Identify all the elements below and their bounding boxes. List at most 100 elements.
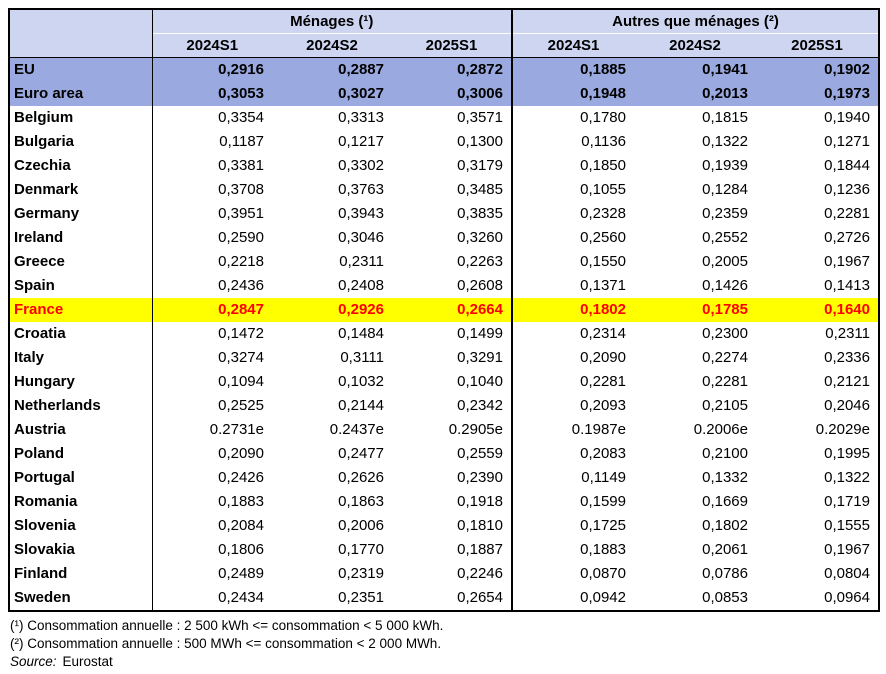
value-cell: 0,1413 [824, 277, 870, 294]
table-row: Bulgaria 0,1187 0,1217 0,1300 0,1136 0,1322 0,… [9, 130, 879, 154]
value-cell: 0,2359 [702, 205, 748, 222]
group-header-row: Ménages (¹) Autres que ménages (²) [9, 9, 879, 58]
country-cell: Finland [9, 562, 153, 586]
value-cell: 0,0804 [824, 565, 870, 582]
value-cell: 0,2328 [511, 202, 634, 226]
table-row: Germany 0,3951 0,3943 0,3835 0,2328 0,2359 0,2… [9, 202, 879, 226]
value-cell: 0,1780 [511, 106, 634, 130]
value-cell: 0,2872 [392, 57, 512, 82]
country-cell: Croatia [9, 322, 153, 346]
value-cell: 0,3179 [457, 157, 503, 174]
value-cell: 0,1032 [338, 373, 384, 390]
source-value: Eurostat [62, 654, 113, 669]
value-cell: 0,2093 [511, 394, 634, 418]
column-header-menages-2025s1: 2025S1 [392, 33, 512, 58]
table-row: Slovenia 0,2084 0,2006 0,1810 0,1725 0,1802 0,… [9, 514, 879, 538]
value-cell: 0,1883 [511, 538, 634, 562]
value-cell: 0,1902 [756, 57, 879, 82]
value-cell: 0,2559 [457, 445, 503, 462]
table-row: Austria 0.2731e 0.2437e 0.2905e 0.1987e 0.200… [9, 418, 879, 442]
value-cell: 0,1236 [824, 181, 870, 198]
value-cell: 0,0786 [702, 565, 748, 582]
value-cell: 0,1332 [702, 469, 748, 486]
value-cell: 0,2144 [338, 397, 384, 414]
value-cell: 0,3951 [218, 205, 264, 222]
value-cell: 0,1918 [457, 493, 503, 510]
value-cell: 0,1973 [756, 82, 879, 106]
value-cell: 0,1844 [824, 157, 870, 174]
value-cell: 0,2061 [702, 541, 748, 558]
value-cell: 0,1472 [218, 325, 264, 342]
table-row: Euro area 0,3053 0,3027 0,3006 0,1948 0,2013 0… [9, 82, 879, 106]
table-row: Finland 0,2489 0,2319 0,2246 0,0870 0,0786 0,0… [9, 562, 879, 586]
value-cell: 0.2905e [448, 421, 503, 438]
table-row: Romania 0,1883 0,1863 0,1918 0,1599 0,1669 0,1… [9, 490, 879, 514]
country-cell: EU [9, 57, 153, 82]
value-cell: 0,3763 [338, 181, 384, 198]
table-row: Spain 0,2436 0,2408 0,2608 0,1371 0,1426 0,141… [9, 274, 879, 298]
value-cell: 0,2664 [392, 298, 512, 322]
value-cell: 0,1271 [824, 133, 870, 150]
value-cell: 0,3260 [457, 229, 503, 246]
table-row: Denmark 0,3708 0,3763 0,3485 0,1055 0,1284 0,1… [9, 178, 879, 202]
value-cell: 0,3708 [218, 181, 264, 198]
country-cell: Ireland [9, 226, 153, 250]
value-cell: 0,1810 [457, 517, 503, 534]
value-cell: 0,2608 [457, 277, 503, 294]
value-cell: 0,2046 [824, 397, 870, 414]
value-cell: 0,3313 [338, 109, 384, 126]
value-cell: 0,1040 [457, 373, 503, 390]
value-cell: 0,1300 [457, 133, 503, 150]
column-header-autres-2024s2: 2024S2 [634, 33, 756, 58]
value-cell: 0,2105 [702, 397, 748, 414]
source-label: Source: [10, 654, 57, 669]
value-cell: 0,2525 [218, 397, 264, 414]
value-cell: 0,2477 [338, 445, 384, 462]
value-cell: 0,1550 [511, 250, 634, 274]
country-cell: Belgium [9, 106, 153, 130]
value-cell: 0,2408 [338, 277, 384, 294]
country-cell: Slovakia [9, 538, 153, 562]
value-cell: 0,1802 [702, 517, 748, 534]
value-cell: 0,1136 [511, 130, 634, 154]
value-cell: 0.1987e [511, 418, 634, 442]
country-cell: Poland [9, 442, 153, 466]
value-cell: 0,1883 [218, 493, 264, 510]
value-cell: 0,2281 [511, 370, 634, 394]
value-cell: 0,1094 [218, 373, 264, 390]
corner-cell [9, 9, 153, 58]
value-cell: 0,2281 [824, 205, 870, 222]
country-cell: Romania [9, 490, 153, 514]
value-cell: 0,1948 [511, 82, 634, 106]
period-header-row: 2024S1 2024S2 2025S1 2024S1 2024S2 2025S… [9, 33, 879, 58]
value-cell: 0.2029e [815, 421, 870, 438]
value-cell: 0,1863 [338, 493, 384, 510]
value-cell: 0,2263 [457, 253, 503, 270]
value-cell: 0,1055 [511, 178, 634, 202]
footnote-2: (²) Consommation annuelle : 500 MWh <= c… [10, 636, 442, 651]
source-line: Source: Eurostat [10, 653, 878, 670]
value-cell: 0,2590 [218, 229, 264, 246]
value-cell: 0,2084 [218, 517, 264, 534]
value-cell: 0,2626 [338, 469, 384, 486]
value-cell: 0,1785 [634, 298, 756, 322]
value-cell: 0,2560 [511, 226, 634, 250]
value-cell: 0,1284 [702, 181, 748, 198]
footnotes-block: (¹) Consommation annuelle : 2 500 kWh <=… [8, 612, 878, 670]
value-cell: 0,2426 [218, 469, 264, 486]
value-cell: 0,3006 [392, 82, 512, 106]
value-cell: 0,2100 [702, 445, 748, 462]
value-cell: 0.2437e [329, 421, 384, 438]
table-row: Czechia 0,3381 0,3302 0,3179 0,1850 0,1939 0,1… [9, 154, 879, 178]
value-cell: 0,2726 [824, 229, 870, 246]
electricity-price-table: Ménages (¹) Autres que ménages (²) 2024S… [8, 8, 880, 612]
value-cell: 0,1322 [824, 469, 870, 486]
value-cell: 0,1885 [511, 57, 634, 82]
value-cell: 0,2218 [218, 253, 264, 270]
value-cell: 0,2274 [702, 349, 748, 366]
value-cell: 0,1149 [511, 466, 634, 490]
table-row: Italy 0,3274 0,3111 0,3291 0,2090 0,2274 0,233… [9, 346, 879, 370]
value-cell: 0,2005 [702, 253, 748, 270]
country-cell: Sweden [9, 586, 153, 611]
value-cell: 0,1967 [824, 253, 870, 270]
